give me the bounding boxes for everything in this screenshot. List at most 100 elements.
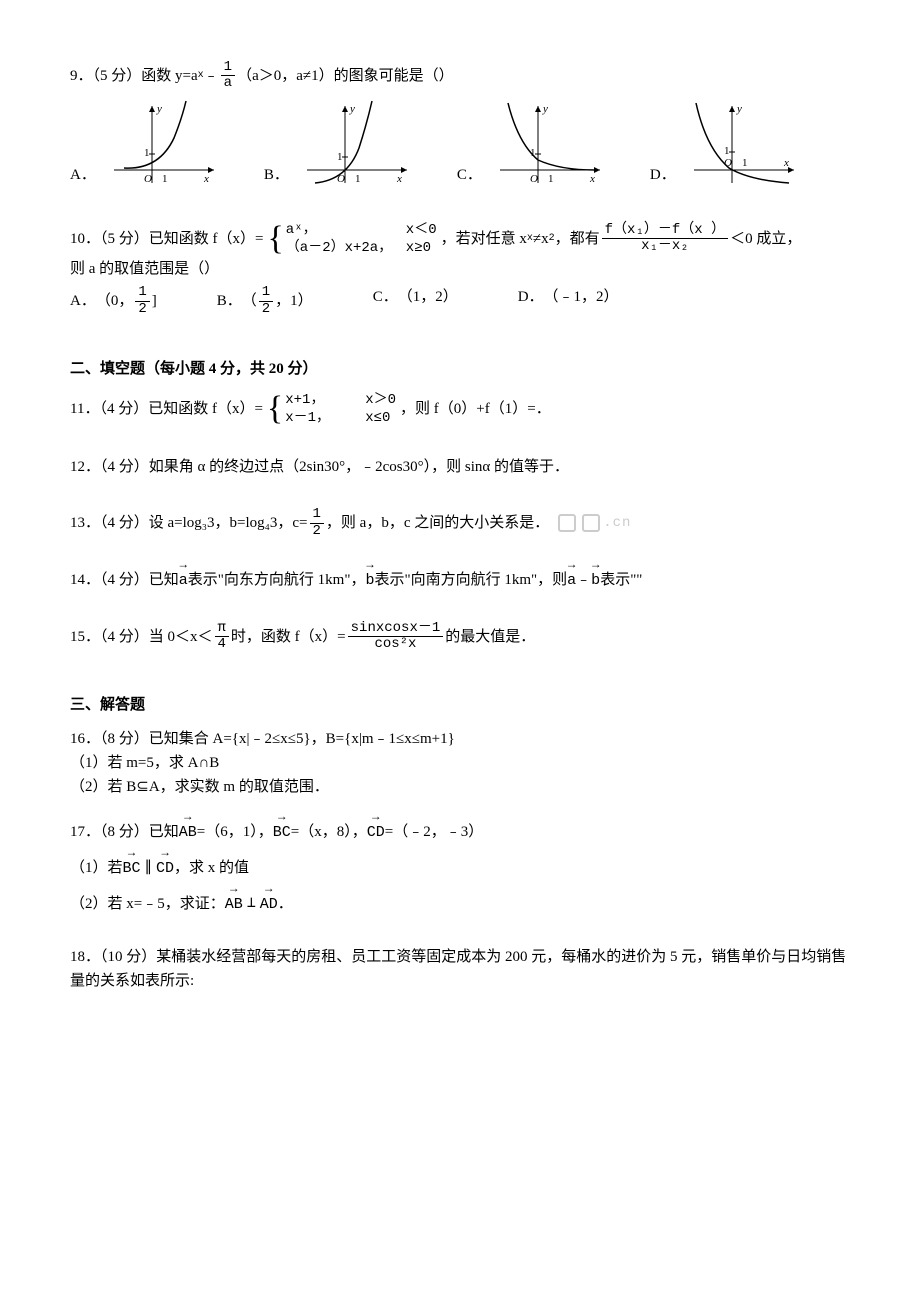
watermark-box-icon-2 <box>582 514 600 532</box>
question-16: 16．（8 分）已知集合 A={x|﹣2≤x≤5}，B={x|m﹣1≤x≤m+1… <box>70 727 850 799</box>
q10-midb: ≠x <box>533 227 549 251</box>
svg-text:O: O <box>337 173 345 185</box>
q11-tail: ，则 f（0）+f（1）=． <box>400 397 551 421</box>
q15-frac2: sinxcosx－1 cos²x <box>348 621 444 653</box>
q13-head: 13．（4 分）设 a=log₃3，b=log₄3，c= <box>70 511 308 535</box>
vector-b: b <box>365 567 374 593</box>
q9-stem: 9．（5 分）函数 y=ax ﹣ 1 a （a＞0，a≠1）的图象可能是（） <box>70 60 850 92</box>
graph-d-icon: O 1 1 x y <box>684 98 804 193</box>
q9-text-c: （a＞0，a≠1）的图象可能是（） <box>237 64 454 88</box>
q15-f1d: 4 <box>215 637 229 652</box>
question-15: 15．（4 分）当 0＜x＜ π 4 时，函数 f（x）= sinxcosx－1… <box>70 621 850 653</box>
q16-l3: （2）若 B⊆A，求实数 m 的取值范围． <box>70 775 850 799</box>
q9-frac-den: a <box>221 76 235 91</box>
q10-choices: A． （0， 12 ] B． （ 12 ，1） C． （1，2） D． （﹣1，… <box>70 285 850 317</box>
vector-cd2: CD <box>156 855 174 881</box>
parallel-icon: ∥ <box>145 856 153 880</box>
q10-r1c2: x＜0 <box>406 221 437 239</box>
q17-b: =（6，1）， <box>197 820 273 844</box>
q11-r2c1: x－1， <box>285 409 365 427</box>
q17-l3b: ． <box>278 892 293 916</box>
q10-frac-n: f（x₁）－f（x ） <box>602 223 728 239</box>
q10-b-n: 1 <box>259 285 273 301</box>
q14-c: 表示"向南方向航行 1km"，则 <box>374 568 567 592</box>
q15-f1n: π <box>215 621 229 637</box>
svg-text:y: y <box>156 103 162 115</box>
watermark: .cn <box>555 512 631 534</box>
q9-choice-d: D． O 1 1 x y <box>650 98 804 193</box>
q17-d: =（﹣2，﹣3） <box>385 820 483 844</box>
q9-frac: 1 a <box>221 60 235 92</box>
q15-tail: 的最大值是． <box>445 625 535 649</box>
q9-choice-b: B． O 1 1 x y <box>264 98 417 193</box>
svg-text:x: x <box>203 173 209 185</box>
vector-ab2: AB <box>225 891 243 917</box>
vector-a: a <box>179 567 188 593</box>
q14-d: 表示"" <box>600 568 642 592</box>
question-10: 10．（5 分）已知函数 f（x）= { aˣ，x＜0 （a－2）x+2a，x≥… <box>70 221 850 317</box>
q10-a-n: 1 <box>135 285 149 301</box>
q11-r1c1: x+1， <box>285 391 365 409</box>
vector-bc: BC <box>273 819 291 845</box>
q10-head: 10．（5 分）已知函数 f（x）= <box>70 227 263 251</box>
q17-l2a: （1）若 <box>70 856 123 880</box>
svg-text:x: x <box>396 173 402 185</box>
q10-midc: ，都有 <box>555 227 600 251</box>
q15-head: 15．（4 分）当 0＜x＜ <box>70 625 213 649</box>
q10-b-d: 2 <box>259 302 273 317</box>
q15-f2n: sinxcosx－1 <box>348 621 444 637</box>
watermark-box-icon <box>558 514 576 532</box>
section-2-heading: 二、填空题（每小题 4 分，共 20 分） <box>70 357 850 381</box>
svg-text:1: 1 <box>355 173 361 185</box>
vector-bc2: BC <box>123 855 141 881</box>
svg-text:x: x <box>783 157 789 169</box>
svg-text:O: O <box>144 173 152 185</box>
q10-tail: ＜0 成立， <box>730 227 801 251</box>
q17-c: =（x，8）， <box>291 820 367 844</box>
q13-d: 2 <box>310 524 324 539</box>
q17-l2b: ，求 x 的值 <box>174 856 249 880</box>
q10-choice-a: A． （0， 12 ] <box>70 285 157 317</box>
vector-cd: CD <box>367 819 385 845</box>
q10-a-pre: A． （0， <box>70 289 133 313</box>
q13-n: 1 <box>310 507 324 523</box>
vector-ab: AB <box>179 819 197 845</box>
question-18: 18．（10 分）某桶装水经营部每天的房租、员工工资等固定成本为 200 元，每… <box>70 945 850 993</box>
q11-r2c2: x≤0 <box>365 409 390 427</box>
q9-choices: A． O 1 1 x y B． <box>70 98 850 193</box>
svg-text:1: 1 <box>724 145 730 157</box>
q9-label-b: B． <box>264 163 289 187</box>
graph-c-icon: O 1 1 x y <box>490 98 610 193</box>
question-13: 13．（4 分）设 a=log₃3，b=log₄3，c= 1 2 ，则 a，b，… <box>70 507 850 539</box>
q13-mid: ，则 a，b，c 之间的大小关系是． <box>326 511 549 535</box>
q10-r2c1: （a－2）x+2a， <box>286 239 406 257</box>
q9-label-c: C． <box>457 163 482 187</box>
svg-text:y: y <box>542 103 548 115</box>
q9-frac-num: 1 <box>221 60 235 76</box>
svg-text:O: O <box>530 173 538 185</box>
svg-text:x: x <box>589 173 595 185</box>
q9-choice-c: C． O 1 1 x y <box>457 98 610 193</box>
q15-frac1: π 4 <box>215 621 229 653</box>
q10-a-post: ] <box>152 289 157 313</box>
q17-a: 17．（8 分）已知 <box>70 820 179 844</box>
q10-mid: ，若对任意 x <box>441 227 527 251</box>
section-3-heading: 三、解答题 <box>70 693 850 717</box>
q9-label-a: A． <box>70 163 96 187</box>
svg-text:1: 1 <box>144 147 150 159</box>
question-9: 9．（5 分）函数 y=ax ﹣ 1 a （a＞0，a≠1）的图象可能是（） A… <box>70 60 850 193</box>
q10-r2c2: x≥0 <box>406 239 431 257</box>
svg-text:1: 1 <box>162 173 168 185</box>
svg-text:O: O <box>724 157 732 169</box>
graph-a-icon: O 1 1 x y <box>104 98 224 193</box>
brace-icon: { <box>267 222 283 256</box>
q10-choice-d: D． （﹣1，2） <box>518 285 619 317</box>
q15-mid: 时，函数 f（x）= <box>231 625 346 649</box>
question-14: 14．（4 分）已知 a 表示"向东方向航行 1km"， b 表示"向南方向航行… <box>70 567 850 593</box>
q16-l2: （1）若 m=5，求 A∩B <box>70 751 850 775</box>
svg-text:y: y <box>349 103 355 115</box>
watermark-text: .cn <box>603 512 631 534</box>
q10-line2: 则 a 的取值范围是（） <box>70 257 850 281</box>
q10-a-d: 2 <box>135 302 149 317</box>
q11-r1c2: x＞0 <box>365 391 396 409</box>
